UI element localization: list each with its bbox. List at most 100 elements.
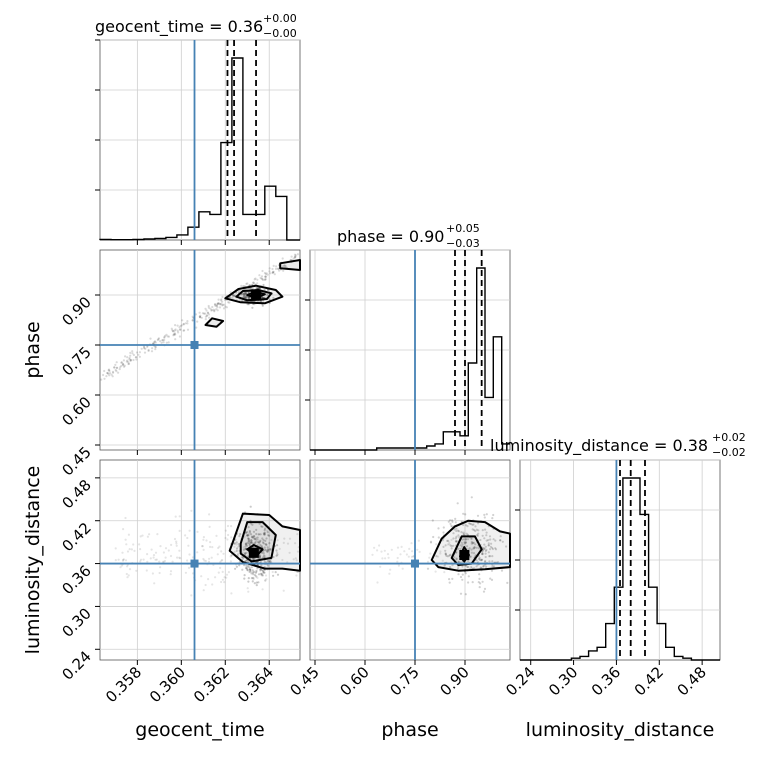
scatter-point-2-0-235	[265, 537, 268, 540]
scatter-point-2-1-40	[475, 528, 478, 531]
scatter-point-1-0-244	[191, 319, 194, 322]
scatter-point-2-0-155	[295, 574, 298, 577]
scatter-point-2-0-264	[245, 551, 248, 555]
scatter-point-1-0-43	[129, 358, 133, 362]
scatter-point-1-0-223	[281, 265, 284, 268]
scatter-point-1-0-70	[223, 303, 226, 306]
scatter-point-2-1-270	[459, 592, 463, 595]
scatter-point-2-1-47	[470, 496, 473, 499]
scatter-point-2-1-364	[410, 555, 413, 558]
scatter-point-2-1-65	[494, 548, 498, 551]
scatter-point-1-0-140	[153, 340, 156, 344]
scatter-point-1-0-446	[241, 299, 244, 302]
scatter-point-2-1-371	[376, 549, 379, 552]
scatter-point-1-0-186	[114, 363, 117, 366]
scatter-point-1-0-15	[199, 316, 202, 319]
scatter-point-2-0-298	[246, 544, 249, 547]
scatter-point-2-0-185	[176, 556, 179, 559]
scatter-point-2-1-80	[480, 558, 483, 561]
hist-outline-luminosity_distance	[520, 477, 720, 661]
scatter-point-2-1-119	[454, 517, 457, 521]
scatter-point-2-1-116	[450, 524, 453, 528]
scatter-point-2-1-113	[490, 578, 494, 582]
scatter-point-2-0-126	[208, 525, 211, 529]
scatter-point-1-0-126	[264, 277, 267, 281]
scatter-point-1-0-289	[221, 295, 224, 298]
scatter-point-1-0-38	[209, 307, 212, 310]
scatter-point-2-0-72	[237, 552, 240, 555]
contour-0-3	[204, 317, 225, 328]
scatter-point-1-0-308	[264, 275, 268, 278]
scatter-point-2-1-268	[456, 567, 460, 570]
scatter-point-2-0-103	[223, 581, 226, 584]
scatter-point-2-0-124	[142, 558, 145, 561]
scatter-point-1-0-22	[216, 302, 220, 305]
scatter-point-1-0-136	[207, 313, 211, 316]
scatter-point-2-0-64	[246, 587, 249, 590]
scatter-point-2-0-125	[221, 578, 224, 581]
scatter-point-2-1-253	[451, 520, 454, 524]
scatter-point-2-0-372	[253, 582, 256, 585]
scatter-point-2-1-152	[491, 555, 494, 558]
scatter-point-2-1-64	[484, 559, 487, 563]
scatter-point-1-0-178	[212, 308, 215, 311]
scatter-point-2-1-325	[470, 565, 473, 569]
scatter-point-2-1-167	[470, 537, 473, 541]
scatter-point-2-1-294	[455, 558, 458, 561]
scatter-point-1-0-297	[224, 305, 227, 308]
scatter-point-2-1-233	[491, 560, 494, 563]
scatter-point-2-1-391	[396, 556, 399, 560]
scatter-point-2-0-297	[249, 505, 252, 508]
scatter-point-1-0-171	[186, 320, 189, 323]
scatter-point-1-0-164	[126, 359, 129, 362]
scatter-point-2-1-298	[454, 521, 457, 524]
scatter-point-2-0-480	[239, 533, 242, 536]
scatter-point-2-1-91	[474, 525, 477, 528]
scatter-point-2-0-182	[169, 570, 173, 573]
scatter-point-2-1-301	[460, 545, 464, 548]
xtick-label-geocent_time-2: 0.362	[190, 663, 233, 706]
scatter-point-1-0-219	[221, 304, 224, 307]
scatter-point-2-1-334	[482, 590, 486, 593]
scatter-point-1-0-306	[167, 335, 170, 338]
scatter-point-2-1-136	[464, 538, 467, 541]
scatter-point-1-0-40	[218, 306, 222, 309]
scatter-point-1-0-204	[254, 277, 257, 280]
scatter-point-2-0-518	[262, 570, 265, 573]
scatter-point-2-1-304	[455, 557, 458, 560]
scatter-point-1-0-252	[120, 361, 123, 364]
scatter-point-2-1-305	[467, 566, 470, 569]
scatter-point-1-0-201	[171, 330, 175, 333]
scatter-point-2-0-272	[251, 580, 254, 583]
scatter-point-1-0-491	[266, 293, 269, 297]
scatter-point-1-0-264	[186, 328, 190, 331]
scatter-point-1-0-75	[220, 302, 223, 305]
scatter-point-2-1-341	[399, 553, 402, 556]
scatter-point-1-0-268	[225, 306, 228, 309]
median-marker-0	[251, 290, 262, 301]
scatter-point-2-1-126	[485, 513, 488, 516]
title-geocent-time-label: geocent_time	[95, 17, 204, 37]
scatter-point-2-1-141	[489, 577, 492, 580]
scatter-point-2-0-48	[229, 560, 232, 563]
scatter-point-1-0-386	[242, 296, 245, 299]
scatter-point-2-1-239	[483, 560, 487, 564]
scatter-point-1-0-279	[217, 302, 220, 305]
scatter-point-2-1-202	[457, 560, 460, 563]
scatter-point-2-0-83	[264, 548, 267, 551]
scatter-point-2-0-472	[253, 557, 256, 560]
scatter-point-2-1-8	[450, 545, 453, 548]
scatter-point-2-0-16	[278, 547, 281, 551]
scatter-point-2-1-292	[452, 544, 455, 547]
scatter-point-1-0-294	[174, 338, 177, 341]
scatter-point-2-1-208	[462, 523, 465, 527]
scatter-point-2-0-115	[121, 559, 125, 562]
scatter-point-1-0-123	[296, 253, 299, 256]
scatter-point-2-0-70	[158, 571, 161, 575]
scatter-point-1-0-32	[205, 309, 208, 312]
scatter-point-2-0-207	[271, 570, 274, 574]
scatter-point-2-1-158	[445, 554, 448, 558]
xtick-label-phase-1: 0.60	[336, 663, 372, 699]
scatter-point-2-0-50	[146, 553, 149, 556]
scatter-point-2-0-162	[155, 558, 158, 561]
